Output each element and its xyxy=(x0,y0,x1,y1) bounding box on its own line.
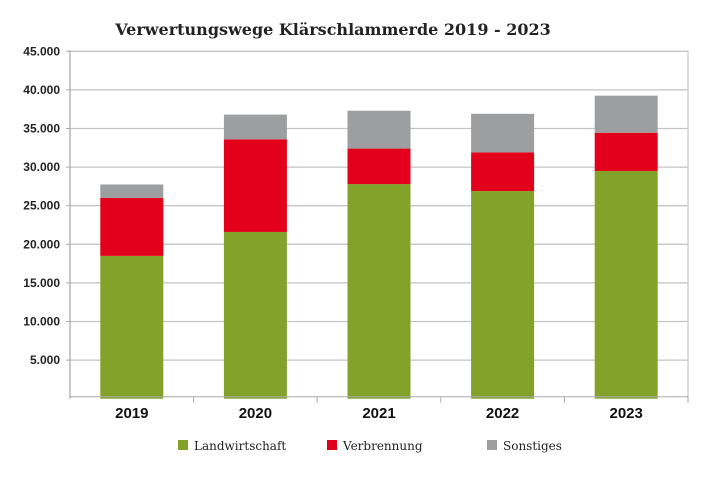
bar-verbrennung-2020 xyxy=(223,139,287,232)
y-tick-label: 5.000 xyxy=(30,353,60,367)
legend-swatch-landwirtschaft xyxy=(178,440,188,450)
y-tick-label: 25.000 xyxy=(23,199,60,213)
x-tick-label: 2019 xyxy=(115,405,148,422)
y-tick-label: 20.000 xyxy=(23,237,60,251)
x-tick-label: 2021 xyxy=(362,405,395,422)
chart-title: Verwertungswege Klärschlammerde 2019 - 2… xyxy=(114,20,551,39)
bar-verbrennung-2019 xyxy=(100,197,164,256)
y-tick-label: 35.000 xyxy=(23,122,60,136)
y-tick-label: 45.000 xyxy=(23,44,60,58)
bar-verbrennung-2023 xyxy=(594,132,658,171)
x-tick-label: 2023 xyxy=(610,405,643,422)
legend-label: Verbrennung xyxy=(342,439,423,453)
x-tick-label: 2020 xyxy=(239,405,272,422)
bar-sonstiges-2021 xyxy=(347,110,411,149)
y-tick-label: 10.000 xyxy=(23,315,60,329)
bar-landwirtschaft-2020 xyxy=(223,231,287,399)
bar-sonstiges-2019 xyxy=(100,184,164,198)
x-tick-label: 2022 xyxy=(486,405,519,422)
bar-sonstiges-2022 xyxy=(471,113,535,153)
y-tick-label: 15.000 xyxy=(23,276,60,290)
bar-landwirtschaft-2019 xyxy=(100,255,164,399)
bar-verbrennung-2021 xyxy=(347,148,411,185)
bar-landwirtschaft-2023 xyxy=(594,170,658,399)
legend-swatch-verbrennung xyxy=(327,440,337,450)
bar-sonstiges-2020 xyxy=(223,114,287,140)
bar-landwirtschaft-2021 xyxy=(347,184,411,399)
legend-swatch-sonstiges xyxy=(487,440,497,450)
y-tick-label: 30.000 xyxy=(23,160,60,174)
bar-landwirtschaft-2022 xyxy=(471,191,535,399)
legend-label: Sonstiges xyxy=(503,439,562,453)
legend-label: Landwirtschaft xyxy=(194,439,286,453)
bar-sonstiges-2023 xyxy=(594,95,658,133)
bar-verbrennung-2022 xyxy=(471,152,535,192)
y-tick-label: 40.000 xyxy=(23,83,60,97)
